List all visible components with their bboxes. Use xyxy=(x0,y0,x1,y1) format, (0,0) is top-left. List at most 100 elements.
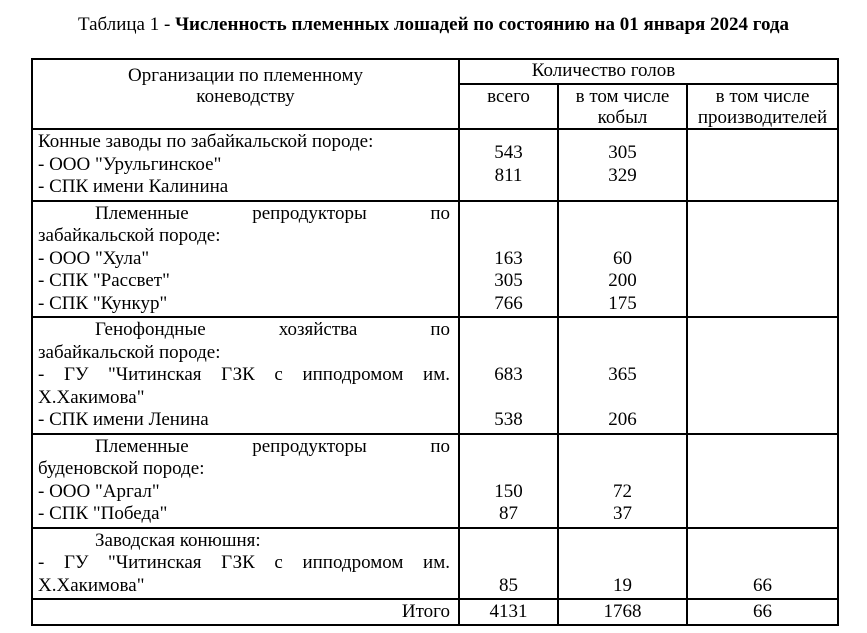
org-cell: Племенные репродукторы по буденовской пор… xyxy=(31,432,460,529)
value-line xyxy=(561,436,684,459)
org-line: Заводская конюшня: xyxy=(95,529,261,551)
value-line xyxy=(561,552,684,575)
value-line xyxy=(462,387,555,410)
org-cell: Заводская конюшня: - ГУ "Читинская ГЗК с … xyxy=(31,526,460,600)
grand-total-total-cell: 4131 xyxy=(458,598,559,626)
value-line xyxy=(561,319,684,342)
table-title-main: Численность племенных лошадей по состоян… xyxy=(175,14,790,35)
org-block-row: Заводская конюшня: - ГУ "Читинская ГЗК с … xyxy=(31,526,840,600)
org-header-line: коневодству xyxy=(196,86,295,107)
total-cell: 85 xyxy=(458,526,559,600)
sires-cell xyxy=(685,128,840,202)
value-line: 206 xyxy=(608,409,637,430)
col-header-sires: в том числе производителей xyxy=(685,83,840,130)
total-cell: 683 538 xyxy=(458,316,559,435)
mares-cell: 365 206 xyxy=(557,316,688,435)
org-line: - ГУ "Читинская ГЗК с ипподромом им. xyxy=(38,364,450,385)
value-line: 19 xyxy=(613,574,632,596)
org-line: - СПК "Рассвет" xyxy=(38,270,170,291)
value-line: 305 xyxy=(494,270,523,291)
sires-cell xyxy=(685,432,840,529)
table-title: Таблица 1 - Численность племенных лошаде… xyxy=(0,13,867,37)
value-line: 365 xyxy=(608,364,637,385)
value-line: 87 xyxy=(499,503,518,524)
org-line: Племенные репродукторы по xyxy=(95,435,450,457)
value-line: 66 xyxy=(753,574,773,596)
value-line xyxy=(561,203,684,226)
value-line: 543 xyxy=(494,142,523,164)
value-line: 766 xyxy=(494,292,523,314)
table-header: Организации по племенному коневодству Ко… xyxy=(31,58,840,130)
value-line xyxy=(690,530,835,553)
value-line: 85 xyxy=(499,574,518,596)
col-header-total: всего xyxy=(458,83,559,130)
org-line: - ГУ "Читинская ГЗК с ипподромом им. xyxy=(38,552,450,573)
org-header-cell: Организации по племенному коневодству xyxy=(31,58,460,130)
value-line xyxy=(462,530,555,553)
org-line: - СПК "Победа" xyxy=(38,503,168,524)
mares-cell: 72 37 xyxy=(557,432,688,529)
col-header-mares: в том числе кобыл xyxy=(557,83,688,130)
value-line: 329 xyxy=(608,164,637,186)
value-line: 163 xyxy=(494,247,523,269)
org-block-row: Племенные репродукторы по забайкальской п… xyxy=(31,199,840,318)
mares-cell: 19 xyxy=(557,526,688,600)
org-block-row: Конные заводы по забайкальской породе: - … xyxy=(31,128,840,202)
value-line: 37 xyxy=(613,503,632,524)
value-line: 683 xyxy=(494,364,523,385)
value-line xyxy=(561,225,684,248)
value-line xyxy=(462,225,555,248)
value-line xyxy=(462,552,555,575)
total-cell: 150 87 xyxy=(458,432,559,529)
org-line: - СПК "Кункур" xyxy=(38,292,168,314)
sires-cell xyxy=(685,199,840,318)
value-line xyxy=(561,342,684,365)
org-line: буденовской породе: xyxy=(38,458,205,479)
value-line: 150 xyxy=(494,480,523,502)
table-footer: Итого 4131 1768 66 xyxy=(31,598,840,626)
value-line xyxy=(561,387,684,410)
header-row-1: Организации по племенному коневодству Ко… xyxy=(31,58,840,130)
value-line: 72 xyxy=(613,480,632,502)
total-cell: 543 811 xyxy=(458,128,559,202)
org-line: Х.Хакимова" xyxy=(38,386,145,408)
value-line: 200 xyxy=(608,270,637,291)
org-line: Конные заводы по забайкальской породе: xyxy=(38,131,374,152)
horse-count-table: Организации по племенному коневодству Ко… xyxy=(31,58,840,626)
org-line: - ООО "Аргал" xyxy=(38,480,160,502)
value-line: 66 xyxy=(753,601,773,622)
value-line xyxy=(561,530,684,553)
value-line: 811 xyxy=(494,164,523,186)
org-line: Х.Хакимова" xyxy=(38,574,145,596)
org-line: забайкальской породе: xyxy=(38,341,221,363)
org-line: Племенные репродукторы по xyxy=(95,202,450,224)
value-line: 175 xyxy=(608,292,637,314)
org-line: Генофондные хозяйства по xyxy=(95,319,450,340)
value-line xyxy=(561,458,684,481)
table-body: Конные заводы по забайкальской породе: - … xyxy=(31,128,840,600)
org-block-row: Племенные репродукторы по буденовской пор… xyxy=(31,432,840,529)
mares-cell: 60 200 175 xyxy=(557,199,688,318)
org-line: - СПК имени Калинина xyxy=(38,176,229,197)
grand-total-mares-cell: 1768 xyxy=(557,598,688,626)
header-row-2: всего в том числе кобыл в том числе прои… xyxy=(32,83,840,130)
value-line xyxy=(462,436,555,459)
mares-cell: 305 329 xyxy=(557,128,688,202)
org-cell: Генофондные хозяйства по забайкальской по… xyxy=(31,316,460,435)
org-cell: Конные заводы по забайкальской породе: - … xyxy=(31,128,460,202)
grand-total-sires-cell: 66 xyxy=(685,598,840,626)
org-line: забайкальской породе: xyxy=(38,225,221,246)
org-cell: Племенные репродукторы по забайкальской п… xyxy=(31,199,460,318)
value-line: 60 xyxy=(613,247,632,269)
value-line xyxy=(462,342,555,365)
org-line: - ООО "Хула" xyxy=(38,247,150,269)
table-title-prefix: Таблица 1 - xyxy=(77,14,176,35)
value-line: 538 xyxy=(494,409,523,430)
value-line: 305 xyxy=(608,142,637,164)
sires-cell: 66 xyxy=(685,526,840,600)
value-line: 1768 xyxy=(603,601,642,622)
value-line xyxy=(462,203,555,226)
footer-row: Итого 4131 1768 66 xyxy=(31,598,840,626)
group-header-cell: Количество голов xyxy=(457,58,840,85)
